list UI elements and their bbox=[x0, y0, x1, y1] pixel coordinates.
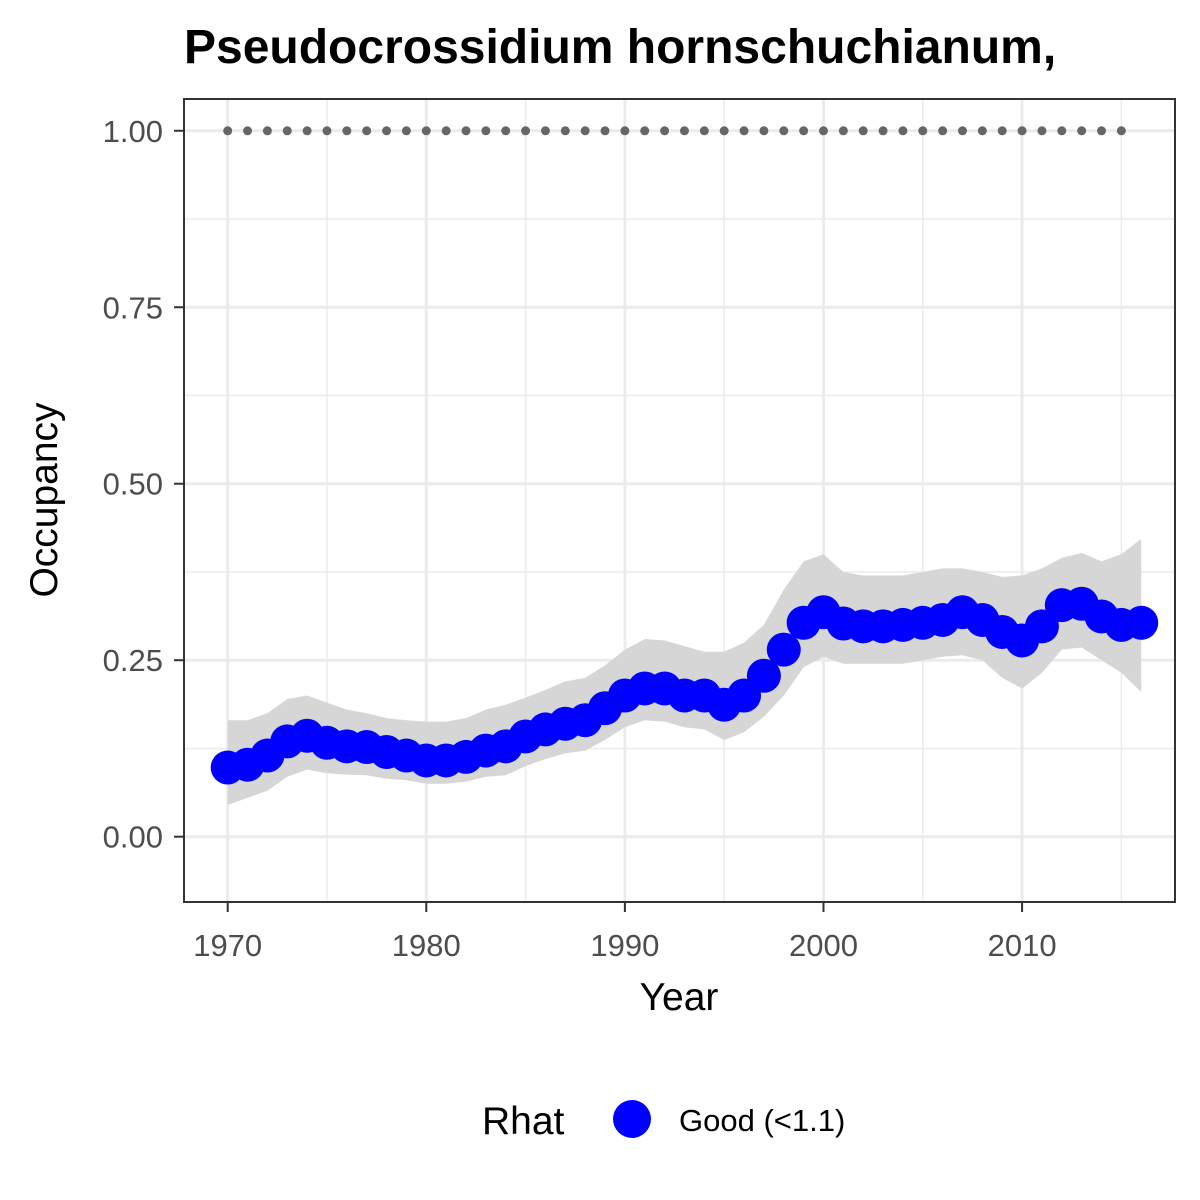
legend-title: Rhat bbox=[482, 1100, 565, 1143]
x-tick-label: 1980 bbox=[392, 928, 461, 963]
y-tick-label: 0.75 bbox=[103, 290, 163, 325]
y-tick-label: 1.00 bbox=[103, 114, 163, 149]
reference-dot bbox=[421, 126, 431, 136]
reference-dot bbox=[878, 126, 888, 136]
reference-dot bbox=[818, 126, 828, 136]
reference-dot bbox=[521, 126, 531, 136]
reference-dot bbox=[620, 126, 630, 136]
reference-dot bbox=[799, 126, 809, 136]
reference-dot bbox=[640, 126, 650, 136]
credible-interval-ribbon bbox=[227, 538, 1142, 805]
reference-dot bbox=[858, 126, 868, 136]
reference-dot bbox=[441, 126, 451, 136]
reference-dot bbox=[1037, 126, 1047, 136]
reference-dot bbox=[302, 126, 312, 136]
reference-dot bbox=[759, 126, 769, 136]
y-tick-label: 0.25 bbox=[103, 643, 163, 678]
reference-dot bbox=[501, 126, 511, 136]
reference-dot bbox=[481, 126, 491, 136]
occupancy-points bbox=[210, 586, 1159, 785]
reference-dot bbox=[401, 126, 411, 136]
reference-dot bbox=[262, 126, 272, 136]
y-axis-title: Occupancy bbox=[23, 402, 66, 598]
reference-dot bbox=[938, 126, 948, 136]
reference-dot bbox=[660, 126, 670, 136]
reference-dot bbox=[600, 126, 610, 136]
reference-dot bbox=[679, 126, 689, 136]
panel-border bbox=[183, 98, 1176, 903]
reference-dot bbox=[362, 126, 372, 136]
y-tick-label: 0.50 bbox=[103, 467, 163, 502]
reference-dot bbox=[322, 126, 332, 136]
plot-panel bbox=[183, 98, 1176, 903]
minor-gridlines bbox=[184, 99, 1175, 902]
reference-dot bbox=[918, 126, 928, 136]
reference-dot bbox=[1017, 126, 1027, 136]
x-axis-title: Year bbox=[640, 976, 719, 1019]
reference-dot bbox=[699, 126, 709, 136]
x-tick-label: 2010 bbox=[988, 928, 1057, 963]
reference-dot bbox=[223, 126, 233, 136]
reference-dot bbox=[958, 126, 968, 136]
y-axis: 0.00 0.25 0.50 0.75 1.00 bbox=[103, 114, 184, 855]
reference-dot bbox=[560, 126, 570, 136]
reference-dot bbox=[342, 126, 352, 136]
occupancy-point bbox=[766, 632, 801, 667]
reference-dot bbox=[461, 126, 471, 136]
reference-dot bbox=[739, 126, 749, 136]
reference-dot bbox=[719, 126, 729, 136]
reference-dot bbox=[898, 126, 908, 136]
reference-dot bbox=[382, 126, 392, 136]
reference-dotted-line bbox=[223, 126, 1126, 136]
reference-dot bbox=[1057, 126, 1067, 136]
x-tick-label: 2000 bbox=[789, 928, 858, 963]
chart-title: Pseudocrossidium hornschuchianum, bbox=[184, 21, 1056, 74]
legend-key-good bbox=[613, 1100, 651, 1138]
x-axis: 1970 1980 1990 2000 2010 bbox=[193, 902, 1057, 963]
reference-dot bbox=[282, 126, 292, 136]
legend: Rhat Good (<1.1) bbox=[482, 1100, 845, 1143]
occupancy-point bbox=[746, 658, 781, 693]
reference-dot bbox=[1077, 126, 1087, 136]
reference-dot bbox=[779, 126, 789, 136]
reference-dot bbox=[1116, 126, 1126, 136]
x-tick-label: 1990 bbox=[590, 928, 659, 963]
reference-dot bbox=[243, 126, 253, 136]
x-tick-label: 1970 bbox=[193, 928, 262, 963]
reference-dot bbox=[540, 126, 550, 136]
legend-label-good: Good (<1.1) bbox=[679, 1103, 845, 1138]
reference-dot bbox=[580, 126, 590, 136]
reference-dot bbox=[1097, 126, 1107, 136]
reference-dot bbox=[977, 126, 987, 136]
y-tick-label: 0.00 bbox=[103, 820, 163, 855]
reference-dot bbox=[838, 126, 848, 136]
reference-dot bbox=[997, 126, 1007, 136]
occupancy-point bbox=[1024, 609, 1059, 644]
occupancy-point bbox=[1124, 605, 1159, 640]
